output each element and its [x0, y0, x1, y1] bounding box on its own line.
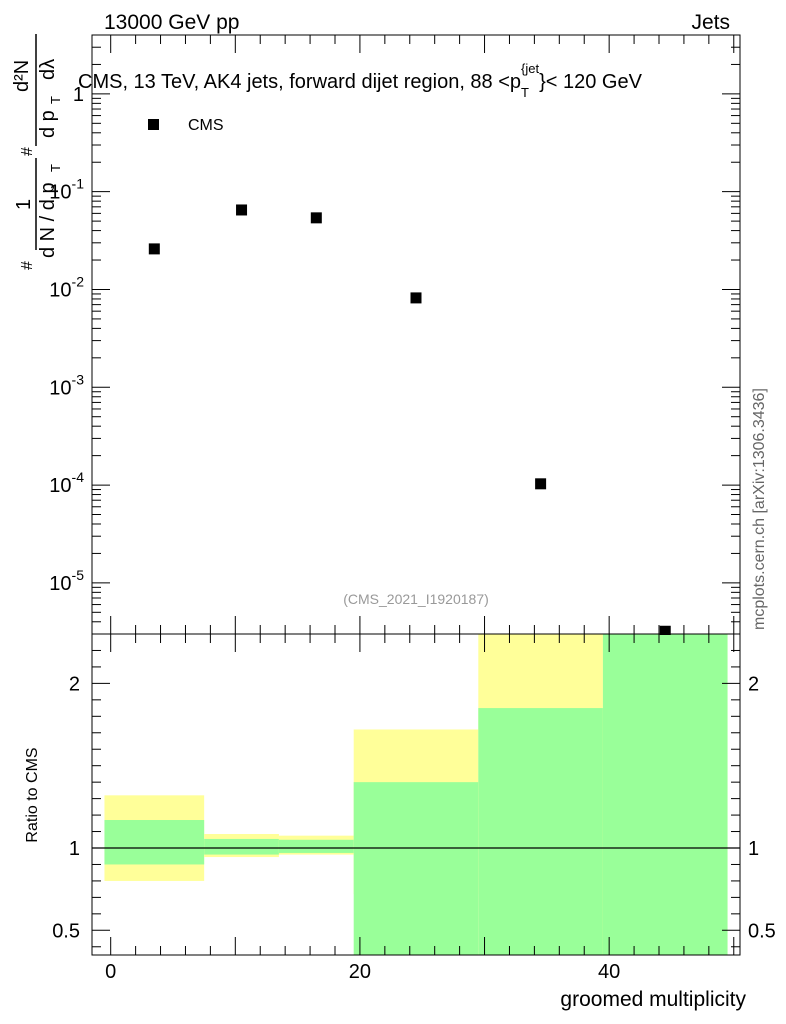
plot-title-sub: T	[521, 85, 529, 100]
x-tick-label-0: 0	[105, 961, 116, 983]
plot-title-tail: }< 120 GeV	[539, 71, 643, 93]
ratio-band-green-0	[104, 820, 205, 865]
ratio-ticks: 0.5 0.5 1 1 2 2	[52, 649, 776, 948]
main-y-tick-label-5: 1	[73, 84, 84, 106]
plot-title: CMS, 13 TeV, AK4 jets, forward dijet reg…	[78, 61, 643, 100]
data-points	[148, 204, 671, 635]
data-point-2	[310, 212, 322, 224]
data-point-4	[535, 478, 547, 490]
data-point-5	[659, 625, 671, 635]
ratio-y-tick-label-right-0: 0.5	[748, 920, 776, 942]
main-y-tick-exp-4: -1	[72, 176, 85, 192]
ratio-y-tick-label-right-1: 1	[748, 838, 759, 860]
ylabel-one: 1	[13, 199, 35, 210]
side-credit: mcplots.cern.ch [arXiv:1306.3436]	[751, 388, 768, 630]
ratio-band-green-3	[353, 782, 479, 955]
data-point-1	[236, 204, 248, 216]
ratio-y-tick-label-right-2: 2	[748, 673, 759, 695]
main-y-tick-label-4: 10-1	[49, 176, 84, 204]
plot-title-main: CMS, 13 TeV, AK4 jets, forward dijet reg…	[78, 71, 521, 93]
data-point-3	[410, 292, 422, 304]
main-y-tick-exp-3: -2	[72, 273, 85, 289]
header-left: 13000 GeV pp	[104, 11, 239, 34]
x-tick-label-1: 20	[349, 961, 371, 983]
ratio-plot-frame	[91, 633, 741, 956]
ylabel-denominator-1: d N / d p	[37, 182, 59, 258]
ylabel-hash-1: #	[19, 261, 36, 270]
ylabel-hash-2: #	[19, 147, 36, 156]
ratio-bands	[92, 634, 740, 955]
ylabel-lambda: dλ	[37, 59, 59, 80]
main-y-tick-label-0: 10-5	[49, 567, 84, 595]
main-y-tick-exp-2: -3	[72, 371, 85, 387]
ratio-y-tick-label-left-2: 2	[69, 673, 80, 695]
ratio-band-green-2	[278, 839, 354, 853]
main-y-tick-base-1: 10	[49, 475, 71, 497]
main-y-tick-label-2: 10-3	[49, 371, 84, 399]
ratio-y-axis-label: Ratio to CMS	[24, 747, 41, 842]
x-ticks: 0 20 40	[105, 35, 735, 983]
ratio-band-green-5	[602, 634, 728, 955]
legend-marker	[148, 119, 159, 130]
ylabel-sub-t-1: T	[48, 164, 63, 172]
main-y-tick-label-1: 10-4	[49, 469, 84, 497]
ylabel-numerator: d²N	[11, 60, 33, 92]
ratio-band-green-1	[204, 838, 279, 855]
x-axis-label: groomed multiplicity	[560, 988, 746, 1011]
main-y-tick-base-4: 10	[49, 182, 71, 204]
main-y-axis-label: # 1 d N / d p T # d²N d p T dλ	[11, 34, 63, 270]
main-y-tick-base-2: 10	[49, 377, 71, 399]
main-y-tick-label-3: 10-2	[49, 273, 84, 301]
legend-label: CMS	[188, 117, 224, 134]
data-point-0	[148, 243, 160, 255]
ylabel-denominator-2: d p	[37, 110, 59, 138]
ratio-y-tick-label-left-0: 0.5	[52, 920, 80, 942]
header-right: Jets	[691, 11, 730, 34]
main-y-tick-exp-0: -5	[72, 567, 85, 583]
plot-title-sup: {jet	[521, 61, 539, 76]
x-tick-label-2: 40	[598, 961, 620, 983]
ratio-band-green-4	[478, 708, 603, 955]
main-y-tick-exp-1: -4	[72, 469, 85, 485]
main-y-tick-base-0: 10	[49, 573, 71, 595]
ylabel-sub-t-2: T	[48, 96, 63, 104]
analysis-watermark: (CMS_2021_I1920187)	[343, 591, 489, 607]
main-y-tick-base-3: 10	[49, 279, 71, 301]
ratio-y-tick-label-left-1: 1	[69, 838, 80, 860]
main-y-ticks: 10-510-410-310-210-11	[49, 34, 740, 635]
